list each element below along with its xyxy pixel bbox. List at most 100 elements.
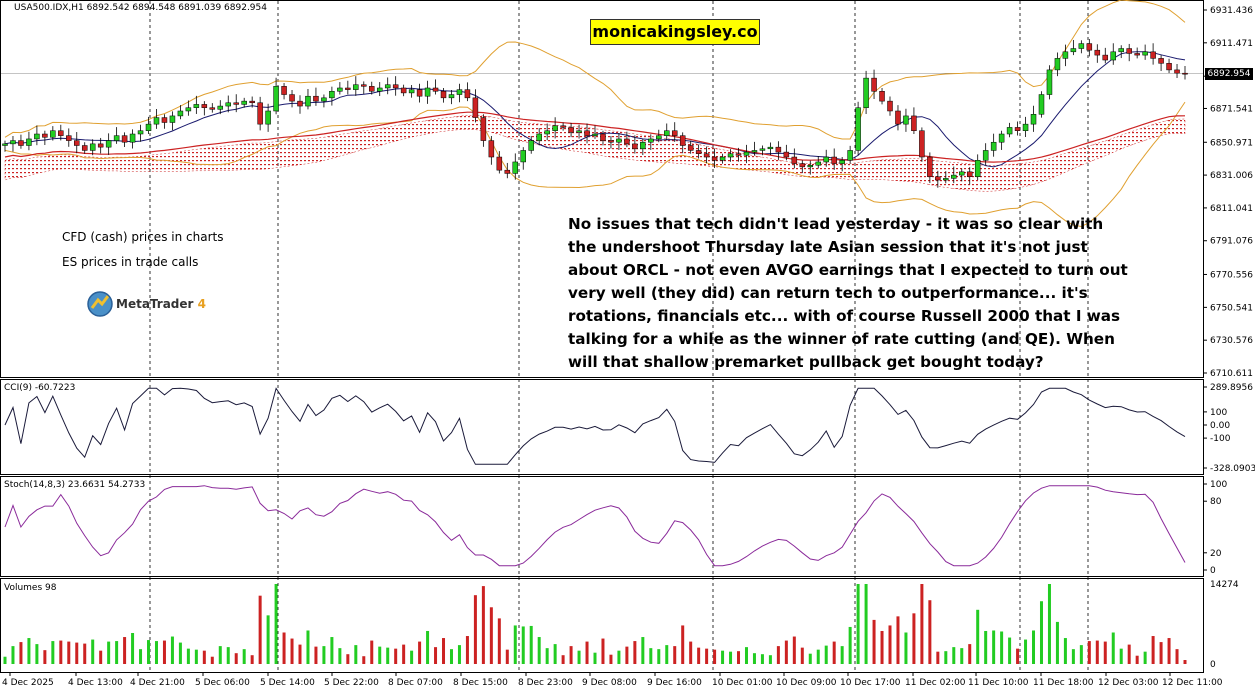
candle (600, 130, 606, 146)
volume-bar (760, 654, 764, 664)
x-tick-label: 5 Dec 14:00 (260, 678, 315, 688)
candle (480, 114, 487, 147)
cci-title: CCI(9) -60.7223 (4, 383, 75, 393)
x-tick-label: 12 Dec 03:00 (1098, 678, 1159, 688)
candle (137, 124, 144, 142)
volume-bar (872, 619, 876, 664)
candle (249, 96, 255, 108)
volume-bar (856, 584, 860, 664)
current-price-tag: 6892.954 (1205, 68, 1253, 80)
candle (1126, 43, 1132, 62)
volume-bar (43, 650, 47, 664)
candle (337, 82, 343, 95)
volume-bar (1159, 642, 1163, 664)
volume-bar (139, 649, 143, 664)
candle (361, 81, 367, 95)
volume-bar (131, 633, 135, 664)
candle (257, 96, 263, 131)
volume-bar (147, 640, 151, 664)
panel-frame-vol (0, 578, 1204, 673)
candle (879, 87, 885, 105)
candle (89, 139, 96, 156)
candle (951, 166, 957, 184)
volume-bar (657, 649, 661, 664)
volume-bar (194, 649, 198, 664)
commentary-text: No issues that tech didn't lead yesterda… (568, 215, 1128, 371)
candle (1142, 44, 1148, 60)
candle (10, 135, 16, 152)
volume-bar (904, 632, 908, 664)
y-tick-label: 6931.436 (1210, 6, 1253, 16)
volume-bar (322, 646, 326, 664)
volume-bar (266, 615, 270, 664)
volume-bar (123, 637, 127, 664)
candle (1134, 47, 1140, 59)
volume-bar (633, 641, 637, 664)
volume-bar (1119, 648, 1123, 664)
candle (66, 128, 72, 147)
volume-bar (370, 640, 374, 664)
candle (74, 132, 80, 154)
candle (759, 145, 766, 156)
y-tick-label: 6750.541 (1210, 303, 1253, 313)
candle (305, 88, 311, 110)
volume-bar (11, 646, 15, 664)
volume-bar (1103, 641, 1107, 664)
metatrader-logo: MetaTrader 4 (86, 290, 206, 320)
candle (400, 84, 407, 97)
x-tick-label: 11 Dec 02:00 (905, 678, 966, 688)
volume-bar (705, 648, 709, 664)
candle (775, 141, 782, 160)
candle (145, 116, 152, 135)
volume-bar (83, 643, 87, 664)
volume-bar (234, 653, 238, 664)
cci-tick-label: 100 (1210, 408, 1227, 418)
candle (297, 95, 303, 114)
volume-bar (537, 637, 541, 664)
candle (863, 70, 869, 114)
candle (193, 95, 200, 114)
volume-bar (354, 645, 358, 664)
volume-bar (27, 638, 31, 664)
volume-bar (553, 644, 557, 664)
volume-bar (505, 649, 509, 664)
candle (1150, 43, 1156, 65)
candle (384, 77, 391, 95)
volume-bar (697, 647, 701, 664)
candle (703, 146, 710, 164)
volume-bar (1047, 584, 1051, 664)
metatrader-icon (87, 291, 113, 317)
candle (520, 147, 526, 170)
candle (321, 94, 327, 108)
volume-bar (1175, 649, 1179, 664)
volume-bar (1087, 641, 1091, 664)
volume-bar (306, 630, 310, 664)
volume-bar (434, 647, 438, 664)
volume-bar (593, 652, 597, 664)
metatrader-label: MetaTrader 4 (116, 297, 206, 311)
volume-bar (497, 618, 501, 664)
candle (719, 153, 726, 164)
candle (50, 126, 56, 141)
candle (1054, 52, 1061, 77)
x-axis-ticks: 4 Dec 2025 4 Dec 13:00 4 Dec 21:00 5 Dec 06… (2, 672, 1223, 688)
volume-bar (800, 647, 804, 664)
symbol-header: USA500.IDX,H1 6892.542 6894.548 6891.039… (14, 3, 267, 13)
candle (727, 149, 734, 162)
volume-bar (170, 636, 174, 664)
candle (81, 142, 88, 154)
candle (799, 160, 806, 174)
candle (687, 140, 694, 154)
volume-bar (920, 584, 924, 664)
volume-bar (418, 641, 422, 664)
x-tick-label: 8 Dec 15:00 (453, 678, 508, 688)
candle (217, 100, 224, 115)
stoch-tick-label: 80 (1210, 497, 1222, 507)
volume-bar (218, 646, 222, 664)
candle (943, 171, 949, 184)
volume-bar (426, 630, 430, 664)
candle (424, 80, 431, 104)
candle (855, 101, 861, 156)
volume-bar (1135, 655, 1139, 664)
